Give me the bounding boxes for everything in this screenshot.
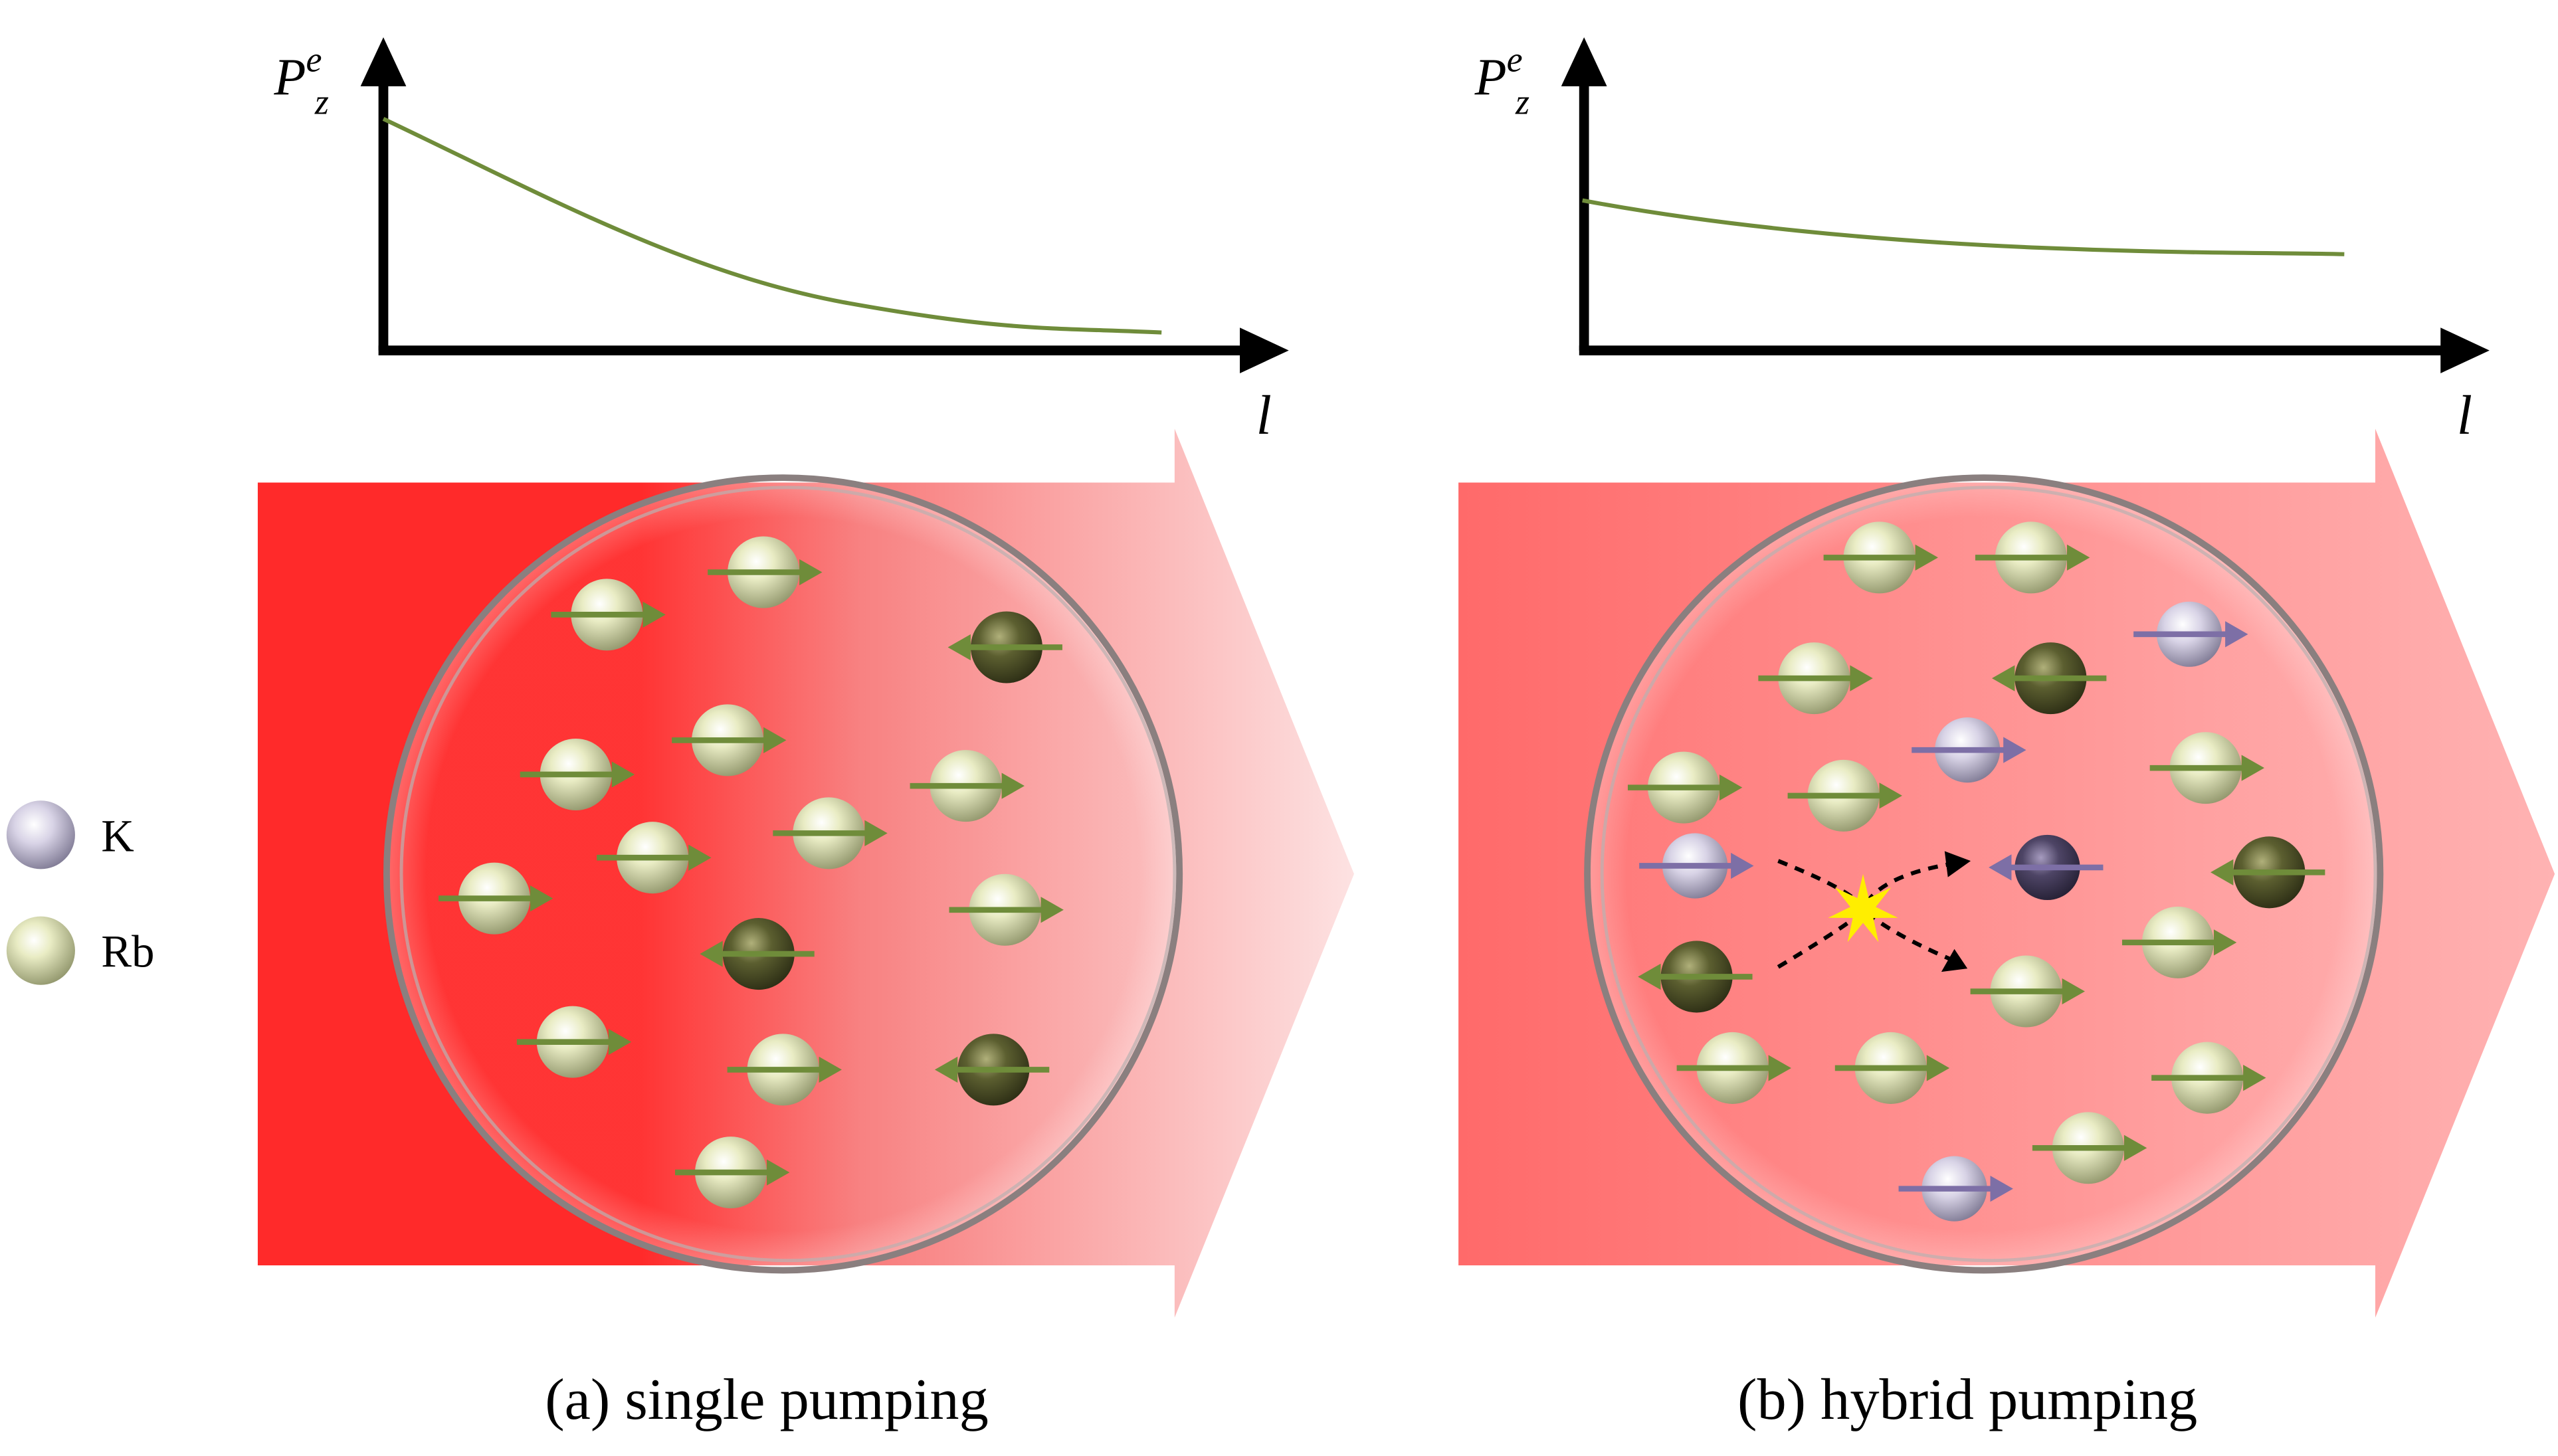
spin-arrow-head (1001, 773, 1025, 799)
spin-arrow-head (767, 1159, 790, 1186)
spin-arrow-head (934, 1056, 958, 1083)
spin-arrow-head (1879, 782, 1902, 809)
x-axis-arrow (1240, 327, 1289, 373)
y-axis-arrow (1561, 37, 1607, 86)
panel: Pe z l (a) single pumping (257, 37, 1354, 1432)
legend-label: K (101, 810, 134, 861)
x-axis-label: l (1256, 385, 1272, 446)
y-symbol: P (274, 48, 306, 106)
spin-arrow-head (864, 820, 888, 847)
spin-arrow-head (2225, 621, 2248, 648)
spin-arrow-head (1989, 854, 2012, 881)
vapor-cell-rim (1600, 486, 2377, 1263)
collision-path (1777, 906, 1951, 969)
spin-arrow-head (1915, 544, 1938, 571)
x-axis-label: l (2457, 385, 2472, 446)
y-superscript: e (306, 40, 322, 80)
spin-arrow-head (688, 844, 712, 871)
spin-arrow-head (1926, 1055, 1950, 1081)
spin-arrow-head (2062, 978, 2085, 1005)
spin-arrow-head (799, 559, 823, 586)
spin-arrow-head (763, 727, 787, 754)
polarization-curve (1582, 198, 2345, 256)
x-axis-arrow (2440, 327, 2490, 373)
collision-star (1828, 873, 1898, 943)
legend-label: Rb (101, 927, 154, 977)
spin-arrow-head (530, 885, 553, 912)
y-subscript: z (1515, 82, 1529, 122)
y-symbol: P (1474, 48, 1507, 106)
spin-arrow-head (2213, 929, 2237, 956)
spin-arrow-head (1731, 852, 1754, 879)
legend-k-atom (6, 800, 75, 869)
spin-arrow-head (608, 1029, 632, 1055)
spin-arrow-head (947, 634, 971, 661)
spin-arrow-head (1850, 665, 1873, 691)
caption: (b) hybrid pumping (1737, 1367, 2197, 1432)
collision-arrow (1944, 851, 1971, 877)
spin-arrow-head (1040, 897, 1064, 923)
spin-arrow-head (1990, 1175, 2013, 1202)
spin-arrow-head (700, 941, 723, 967)
vapor-cell-rim (399, 486, 1177, 1263)
legend: K Rb (6, 800, 154, 985)
spin-arrow-head (2123, 1135, 2147, 1161)
legend-rb-atom (6, 916, 75, 985)
panel: Pe z l (b) hybrid pumping (1458, 37, 2555, 1432)
spin-arrow-head (1768, 1055, 1791, 1081)
polarization-curve (382, 117, 1162, 335)
spin-arrow-head (2243, 1065, 2266, 1091)
y-axis-label: Pe z (274, 40, 329, 122)
y-subscript: z (314, 82, 329, 122)
spin-arrow-head (1719, 774, 1743, 801)
y-axis-label: Pe z (1474, 40, 1529, 122)
caption: (a) single pumping (545, 1367, 989, 1432)
spin-arrow-head (642, 601, 666, 628)
spin-arrow-head (2003, 737, 2026, 763)
collision-arrow (1941, 949, 1968, 972)
y-axis-arrow (360, 37, 407, 86)
spin-arrow-head (2066, 544, 2090, 571)
spin-arrow-head (611, 761, 635, 788)
spin-arrow-head (1991, 665, 2015, 691)
spin-arrow-head (2211, 859, 2234, 885)
spin-arrow-head (2241, 755, 2265, 781)
spin-arrow-head (1638, 963, 1661, 990)
spin-arrow-head (819, 1056, 842, 1083)
y-superscript: e (1507, 40, 1523, 80)
